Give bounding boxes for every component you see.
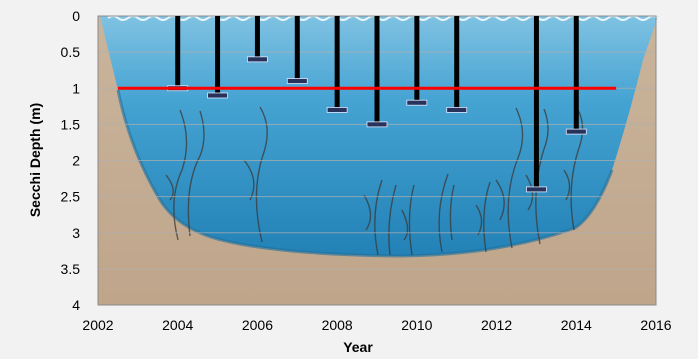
- x-tick-label-4: 2010: [401, 317, 432, 333]
- y-tick-label-4: 2: [72, 153, 80, 169]
- bar-cap-2014: [565, 128, 587, 135]
- bar-2005: [215, 16, 221, 96]
- x-tick-label-7: 2016: [640, 317, 671, 333]
- y-tick-label-5: 2.5: [61, 189, 81, 205]
- aquatic-plants: [165, 106, 584, 256]
- bar-cap-2005: [207, 92, 228, 99]
- bar-cap-2010: [406, 99, 428, 106]
- x-tick-label-3: 2008: [322, 317, 353, 333]
- y-tick-labels: 0 0.5 1 1.5 2 2.5 3 3.5 4: [61, 8, 81, 313]
- bar-2014: [573, 16, 579, 132]
- y-tick-label-3: 1.5: [61, 116, 81, 132]
- bar-cap-2006: [247, 56, 268, 63]
- bar-cap-2011: [446, 107, 468, 113]
- bar-2013: [533, 16, 539, 190]
- x-tick-labels: 2002 2004 2006 2008 2010 2012 2014 2016: [82, 317, 671, 333]
- x-axis-title: Year: [343, 339, 373, 354]
- y-tick-label-0: 0: [72, 8, 80, 24]
- y-axis-title: Secchi Depth (m): [27, 103, 43, 217]
- water-basin: [100, 16, 658, 256]
- y-tick-label-7: 3.5: [61, 261, 81, 277]
- secchi-bars: [167, 16, 587, 193]
- bar-2006: [254, 16, 260, 60]
- bar-2008: [334, 16, 340, 110]
- bar-cap-2008: [326, 107, 348, 113]
- x-tick-label-1: 2004: [162, 317, 193, 333]
- bar-2004: [175, 16, 181, 89]
- y-tick-label-6: 3: [72, 225, 80, 241]
- x-tick-label-6: 2014: [561, 317, 592, 333]
- y-tick-label-2: 1: [72, 80, 80, 96]
- water-surface: [107, 15, 659, 21]
- x-tick-label-0: 2002: [82, 317, 113, 333]
- x-tick-label-5: 2012: [481, 317, 512, 333]
- bar-2011: [454, 16, 460, 110]
- bar-2009: [374, 16, 380, 125]
- y-tick-label-1: 0.5: [61, 44, 81, 60]
- bar-cap-2009: [366, 121, 388, 128]
- basin-rim: [116, 89, 614, 258]
- bar-2007: [294, 16, 300, 82]
- x-tick-label-2: 2006: [242, 317, 273, 333]
- bar-cap-2007: [286, 78, 308, 84]
- y-tick-label-8: 4: [72, 297, 80, 313]
- bar-2010: [414, 16, 420, 103]
- bar-cap-2013: [526, 186, 547, 193]
